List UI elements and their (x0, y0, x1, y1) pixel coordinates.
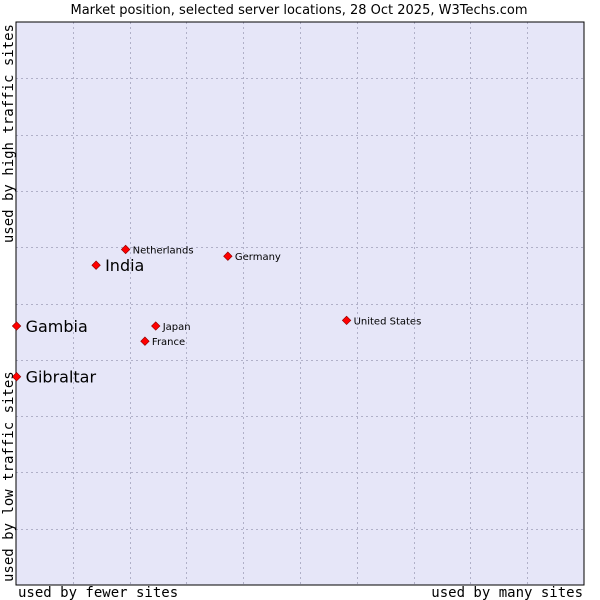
point-germany: Germany (223, 251, 281, 263)
point-marker-india (91, 260, 101, 270)
point-label-gambia: Gambia (26, 317, 88, 336)
point-label-gibraltar: Gibraltar (26, 368, 97, 387)
point-marker-gambia (11, 321, 22, 331)
point-marker-gibraltar (11, 372, 22, 382)
x-axis-label-right: used by many sites (431, 585, 583, 600)
point-france: France (140, 336, 185, 348)
y-axis-label-top: used by high traffic sites (1, 24, 17, 243)
point-marker-united-states (341, 315, 352, 326)
point-label-japan: Japan (162, 322, 191, 333)
plot-frame (15, 21, 585, 586)
point-label-france: France (152, 337, 185, 348)
point-gibraltar: Gibraltar (11, 368, 97, 387)
point-united-states: United States (341, 315, 422, 327)
point-label-india: India (105, 256, 144, 275)
chart-title: Market position, selected server locatio… (70, 3, 527, 18)
point-marker-netherlands (120, 244, 131, 255)
point-india: India (91, 256, 144, 275)
x-axis-label-left: used by fewer sites (18, 585, 178, 600)
point-label-netherlands: Netherlands (133, 245, 194, 256)
grid-lines (16, 22, 584, 585)
point-marker-france (140, 336, 150, 346)
point-japan: Japan (151, 321, 191, 333)
point-label-united-states: United States (354, 316, 422, 327)
point-gambia: Gambia (11, 317, 88, 336)
y-axis-label-bottom: used by low traffic sites (1, 371, 17, 582)
point-netherlands: Netherlands (120, 244, 194, 256)
point-label-germany: Germany (235, 252, 281, 263)
point-marker-japan (151, 321, 161, 331)
point-marker-germany (223, 251, 233, 261)
